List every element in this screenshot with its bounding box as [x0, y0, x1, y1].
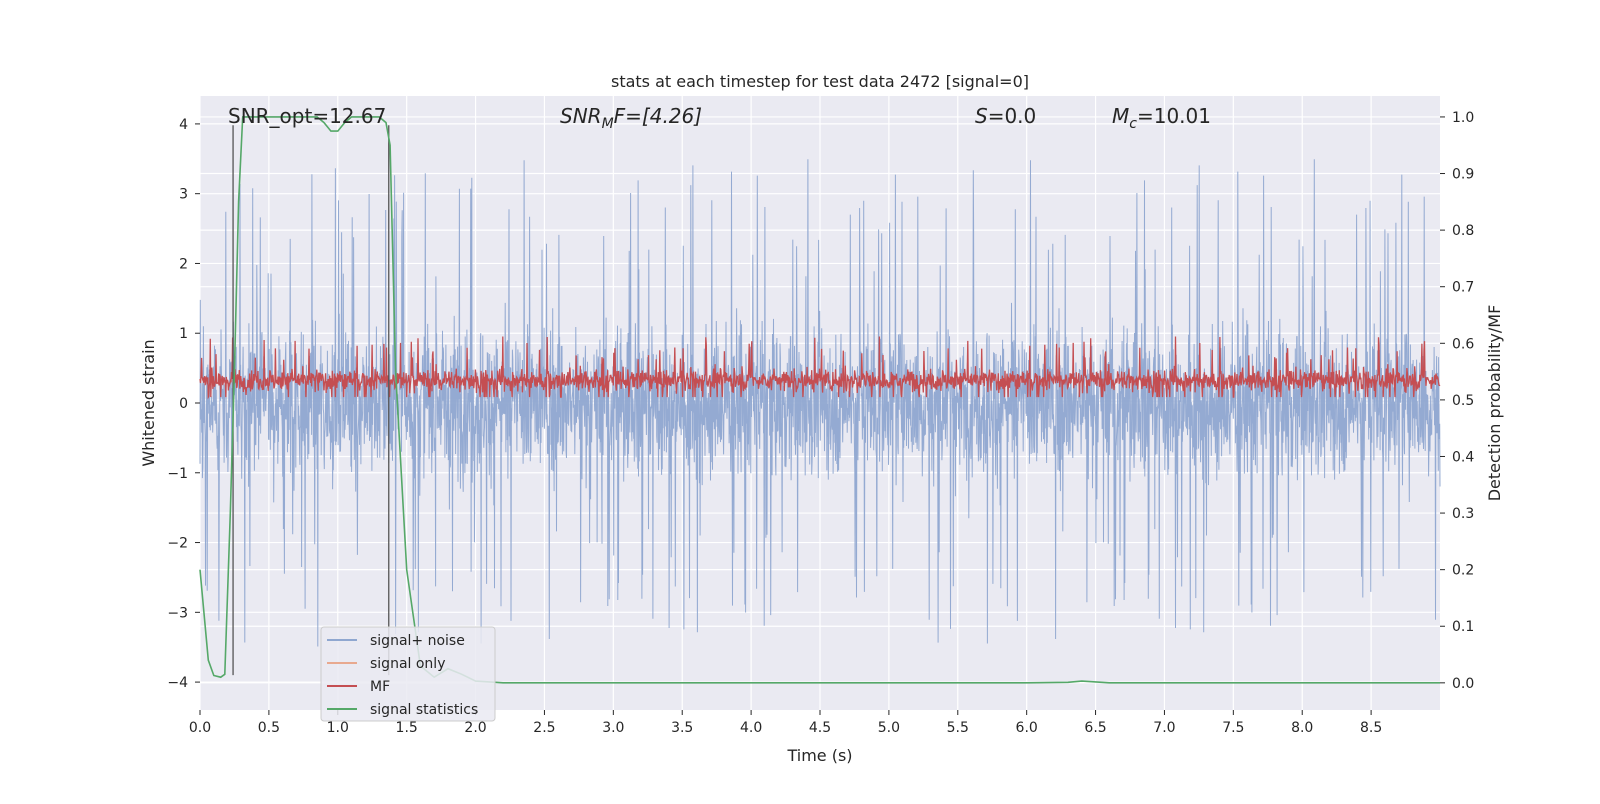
y-left-tick-label: 1: [179, 326, 188, 342]
y-right-tick-label: 0.8: [1452, 223, 1474, 239]
x-tick-label: 3.0: [602, 720, 624, 736]
signal-noise-line: [199, 159, 1441, 647]
x-axis-label: Time (s): [786, 746, 852, 765]
y-left-tick-label: 4: [179, 117, 188, 133]
x-tick-label: 1.5: [396, 720, 418, 736]
y-left-tick-label: −2: [167, 536, 188, 552]
annotation-snr-opt: SNR_opt=12.67: [228, 104, 386, 128]
annotation-mc: Mc=10.01: [1112, 104, 1211, 132]
legend-label-mf: MF: [370, 679, 390, 695]
x-tick-label: 5.5: [947, 720, 969, 736]
signal-statistics-line: [199, 116, 1440, 684]
y-right-tick-label: 0.9: [1452, 167, 1474, 183]
y-left-tick-label: 0: [179, 396, 188, 412]
legend-label-signal-statistics: signal statistics: [370, 702, 478, 718]
y-left-tick-label: −3: [167, 605, 188, 621]
x-tick-label: 3.5: [671, 720, 693, 736]
y-right-tick-label: 0.3: [1452, 506, 1474, 522]
axis-ticks: 0.0 0.5 1.0 1.5 2.0 2.5 3.0 3.5 4.0 4.5 5.0 5.5 6.0 6…: [167, 110, 1474, 736]
y-left-tick-label: −1: [167, 466, 188, 482]
x-tick-label: 7.5: [1222, 720, 1244, 736]
legend-box: [320, 626, 496, 722]
x-tick-label: 6.0: [1016, 720, 1038, 736]
legend-label-signal-only: signal only: [370, 656, 445, 672]
y-left-tick-label: −4: [167, 675, 188, 691]
x-tick-label: 0.0: [189, 720, 211, 736]
x-tick-label: 1.0: [327, 720, 349, 736]
y-right-tick-label: 0.5: [1452, 393, 1474, 409]
x-tick-label: 2.0: [464, 720, 486, 736]
y-axis-left-label: Whitened strain: [139, 339, 158, 466]
annotation-snr-mf: SNRMF=[4.26]: [560, 104, 702, 132]
legend: signal+ noise signal only MF signal stat…: [320, 626, 496, 722]
y-right-tick-label: 0.2: [1452, 563, 1474, 579]
x-tick-label: 8.0: [1291, 720, 1313, 736]
x-tick-label: 6.5: [1084, 720, 1106, 736]
annotation-s: S=0.0: [975, 104, 1036, 128]
chart-title: stats at each timestep for test data 247…: [611, 72, 1029, 91]
y-left-tick-label: 2: [179, 256, 188, 272]
plot-series: [199, 116, 1441, 684]
legend-label-signal-noise: signal+ noise: [370, 633, 465, 649]
y-left-tick-label: 3: [179, 187, 188, 203]
y-right-tick-label: 0.4: [1452, 449, 1474, 465]
x-tick-label: 4.0: [740, 720, 762, 736]
y-axis-right-label: Detection probability/MF: [1485, 305, 1504, 502]
x-tick-label: 2.5: [533, 720, 555, 736]
y-right-tick-label: 0.0: [1452, 676, 1474, 692]
x-tick-label: 5.0: [878, 720, 900, 736]
y-right-tick-label: 0.1: [1452, 619, 1474, 635]
mf-line: [199, 336, 1441, 400]
x-tick-label: 7.0: [1153, 720, 1175, 736]
x-tick-label: 8.5: [1360, 720, 1382, 736]
y-right-tick-label: 0.6: [1452, 336, 1474, 352]
x-tick-label: 4.5: [809, 720, 831, 736]
y-right-tick-label: 0.7: [1452, 280, 1474, 296]
x-tick-label: 0.5: [258, 720, 280, 736]
y-right-tick-label: 1.0: [1452, 110, 1474, 126]
